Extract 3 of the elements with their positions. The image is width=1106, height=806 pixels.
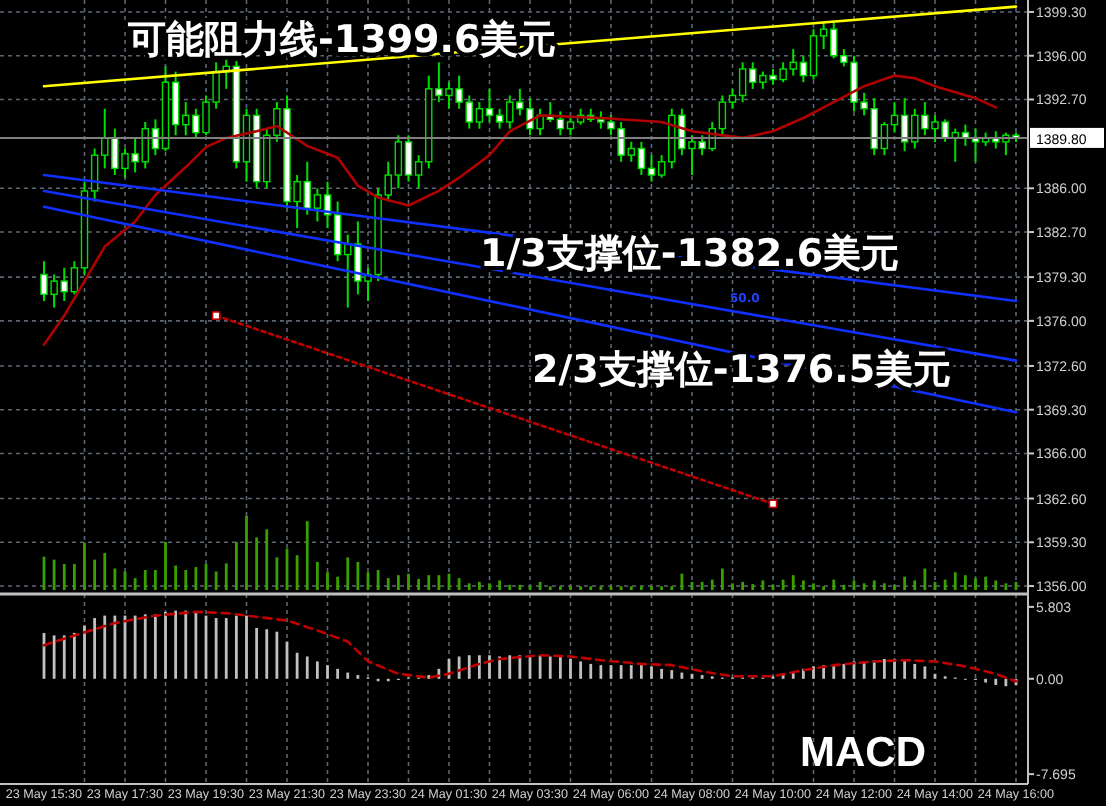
line-series	[42, 74, 998, 347]
text: MACD	[800, 730, 926, 776]
line-series	[42, 610, 1018, 683]
